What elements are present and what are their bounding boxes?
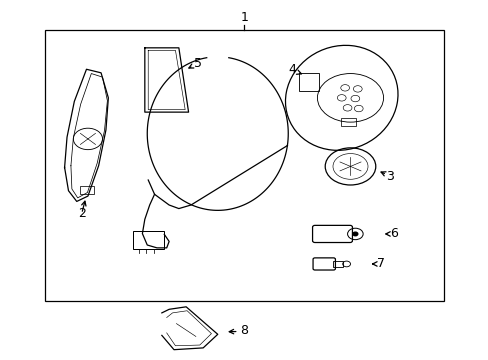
Text: 5: 5	[194, 57, 202, 71]
Text: 8: 8	[240, 324, 248, 337]
Bar	[45, 30, 443, 301]
Text: 2: 2	[78, 207, 85, 220]
Text: 3: 3	[386, 170, 393, 183]
Text: 6: 6	[389, 228, 397, 240]
Bar	[340, 118, 356, 126]
Bar	[333, 261, 343, 267]
Bar	[298, 73, 319, 91]
Text: 7: 7	[376, 257, 384, 270]
Text: 4: 4	[287, 63, 295, 76]
Bar	[80, 186, 94, 194]
Circle shape	[352, 232, 357, 236]
Text: 1: 1	[240, 11, 248, 24]
Bar	[132, 231, 164, 249]
